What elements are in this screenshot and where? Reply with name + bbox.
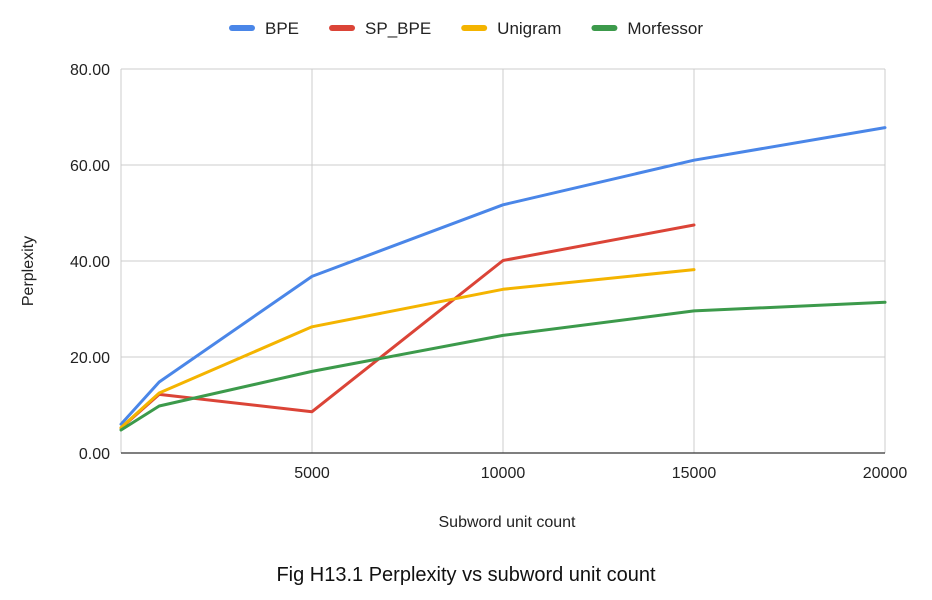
x-tick-label: 5000	[294, 465, 330, 482]
legend-label-bpe: BPE	[265, 19, 299, 38]
y-tick-label: 60.00	[70, 158, 110, 175]
y-tick-label: 40.00	[70, 254, 110, 271]
legend-swatch-bpe	[228, 25, 255, 31]
legend-swatch-unigram	[461, 25, 488, 31]
x-axis-title: Subword unit count	[439, 514, 577, 531]
figure-caption: Fig H13.1 Perplexity vs subword unit cou…	[276, 564, 656, 586]
legend-label-unigram: Unigram	[497, 19, 561, 38]
series-lines	[119, 126, 887, 432]
series-line-morfessor	[119, 300, 887, 432]
legend-label-sp-bpe: SP_BPE	[365, 19, 431, 38]
legend-label-morfessor: Morfessor	[627, 19, 703, 38]
x-tick-label: 20000	[863, 465, 908, 482]
legend-swatch-morfessor	[591, 25, 618, 31]
y-tick-label: 0.00	[79, 446, 110, 463]
series-line-bpe	[119, 126, 887, 426]
legend-swatch-sp-bpe	[329, 25, 356, 31]
y-axis-title: Perplexity	[20, 236, 37, 306]
legend: BPE SP_BPE Unigram Morfessor	[228, 19, 703, 38]
x-tick-label: 15000	[672, 465, 717, 482]
series-line-sp-bpe	[119, 223, 696, 430]
x-tick-label: 10000	[481, 465, 526, 482]
line-chart: 0.00 20.00 40.00 60.00 80.00 5000 10000 15000 20…	[20, 19, 907, 531]
y-tick-label: 80.00	[70, 62, 110, 79]
series-line-unigram	[119, 268, 696, 430]
axes: 0.00 20.00 40.00 60.00 80.00 5000 10000 15000 20…	[20, 62, 907, 531]
y-tick-label: 20.00	[70, 350, 110, 367]
